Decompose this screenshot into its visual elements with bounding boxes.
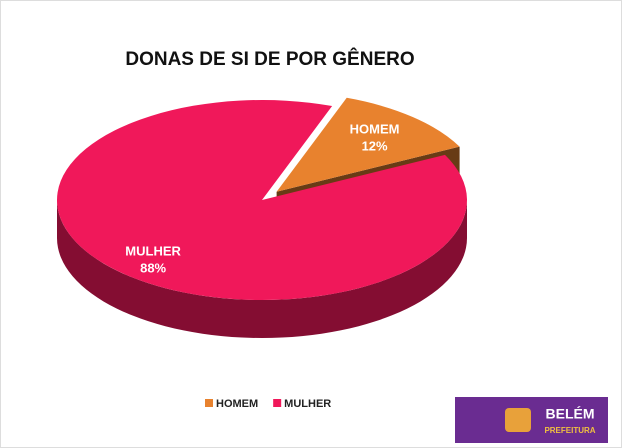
slice-label: HOMEM [350,121,400,136]
logo: BELÉM PREFEITURA [455,397,608,443]
legend-swatch [205,399,213,407]
legend-label: HOMEM [216,398,258,410]
legend-swatch [273,399,282,407]
value-label: 88% [140,260,166,275]
slice-side [57,200,467,338]
logo-name: BELÉM [546,406,595,422]
logo-sub: PREFEITURA [544,426,595,435]
chart-title: DONAS DE SI DE POR GÊNERO [125,48,414,70]
slice [57,100,468,301]
value-label: 12% [362,138,388,153]
slice [276,97,460,192]
slice-label: MULHER [125,243,181,258]
logo-emblem [505,408,531,432]
logo-box [455,397,608,443]
legend-label: MULHER [284,398,331,410]
